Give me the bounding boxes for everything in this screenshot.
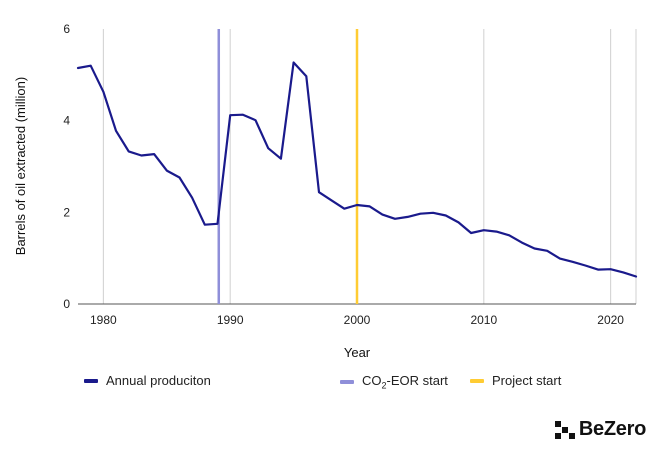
legend-label-project: Project start: [492, 373, 562, 388]
x-tick-label: 1990: [217, 313, 244, 327]
legend-item-project: Project start: [470, 373, 561, 388]
y-axis-title: Barrels of oil extracted (million): [13, 77, 28, 255]
brand-logo: BeZero: [554, 418, 646, 441]
x-tick-label: 2010: [470, 313, 497, 327]
grid-lines: [102, 29, 637, 304]
legend-item-co2: CO2-EOR start: [340, 373, 448, 391]
y-tick-label: 2: [63, 205, 70, 219]
x-axis-title: Year: [344, 345, 371, 360]
legend-item-annual: Annual produciton: [84, 373, 211, 388]
bezero-logo-icon: [554, 420, 575, 439]
brand-name: BeZero: [578, 418, 646, 440]
legend-label-co2: CO2-EOR start: [362, 373, 448, 391]
legend-label-annual: Annual produciton: [106, 373, 211, 388]
legend: Annual produciton CO2-EOR start Project …: [0, 373, 664, 393]
marker-lines: [217, 29, 359, 304]
y-tick-label: 6: [63, 22, 70, 36]
legend-swatch-co2: [340, 379, 354, 384]
legend-swatch-project: [470, 378, 484, 383]
x-tick-label: 2000: [344, 313, 371, 327]
tick-labels: 1980 1990 2000 2010 2020 0 2 4 6: [63, 22, 624, 327]
y-tick-label: 4: [63, 114, 70, 128]
chart: 1980 1990 2000 2010 2020 0 2 4 6 Barrels of oil …: [13, 22, 638, 360]
y-tick-label: 0: [63, 297, 70, 311]
x-tick-label: 2020: [597, 313, 624, 327]
series-lines: [76, 61, 638, 278]
series-line-annual-production: [76, 61, 638, 278]
legend-swatch-annual: [84, 378, 98, 383]
x-tick-label: 1980: [90, 313, 117, 327]
